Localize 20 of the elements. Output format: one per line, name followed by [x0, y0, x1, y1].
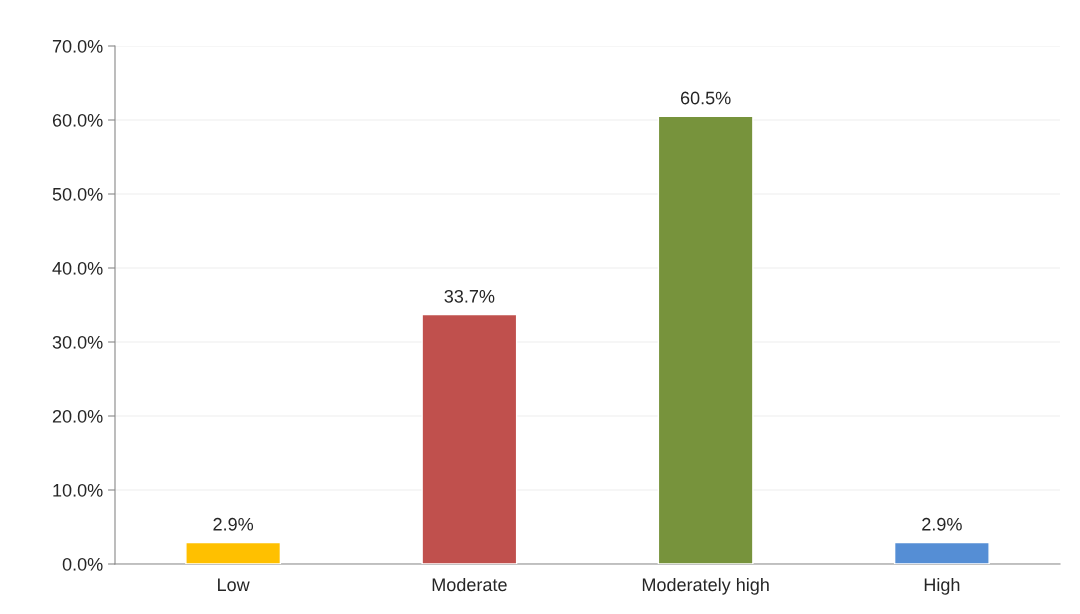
y-tick-label: 60.0% — [52, 113, 103, 127]
y-tick-label: 50.0% — [52, 187, 103, 201]
bar — [421, 313, 518, 564]
y-tick-label: 0.0% — [62, 557, 103, 571]
bar — [893, 541, 990, 564]
x-tick-label: Moderately high — [642, 577, 769, 595]
y-tick-label: 70.0% — [52, 39, 103, 53]
y-tick-label: 40.0% — [52, 261, 103, 275]
bar — [657, 115, 754, 564]
y-tick-label: 30.0% — [52, 335, 103, 349]
x-tick-label: Moderate — [432, 577, 507, 592]
bar — [185, 541, 282, 564]
data-label: 2.9% — [922, 517, 962, 531]
x-tick-label: High — [924, 577, 960, 595]
data-label: 60.5% — [680, 91, 731, 105]
y-tick-label: 20.0% — [52, 409, 103, 423]
data-label: 33.7% — [444, 289, 495, 303]
data-label: 2.9% — [213, 517, 254, 531]
y-tick-label: 10.0% — [53, 483, 103, 497]
x-tick-label: Low — [218, 578, 250, 592]
